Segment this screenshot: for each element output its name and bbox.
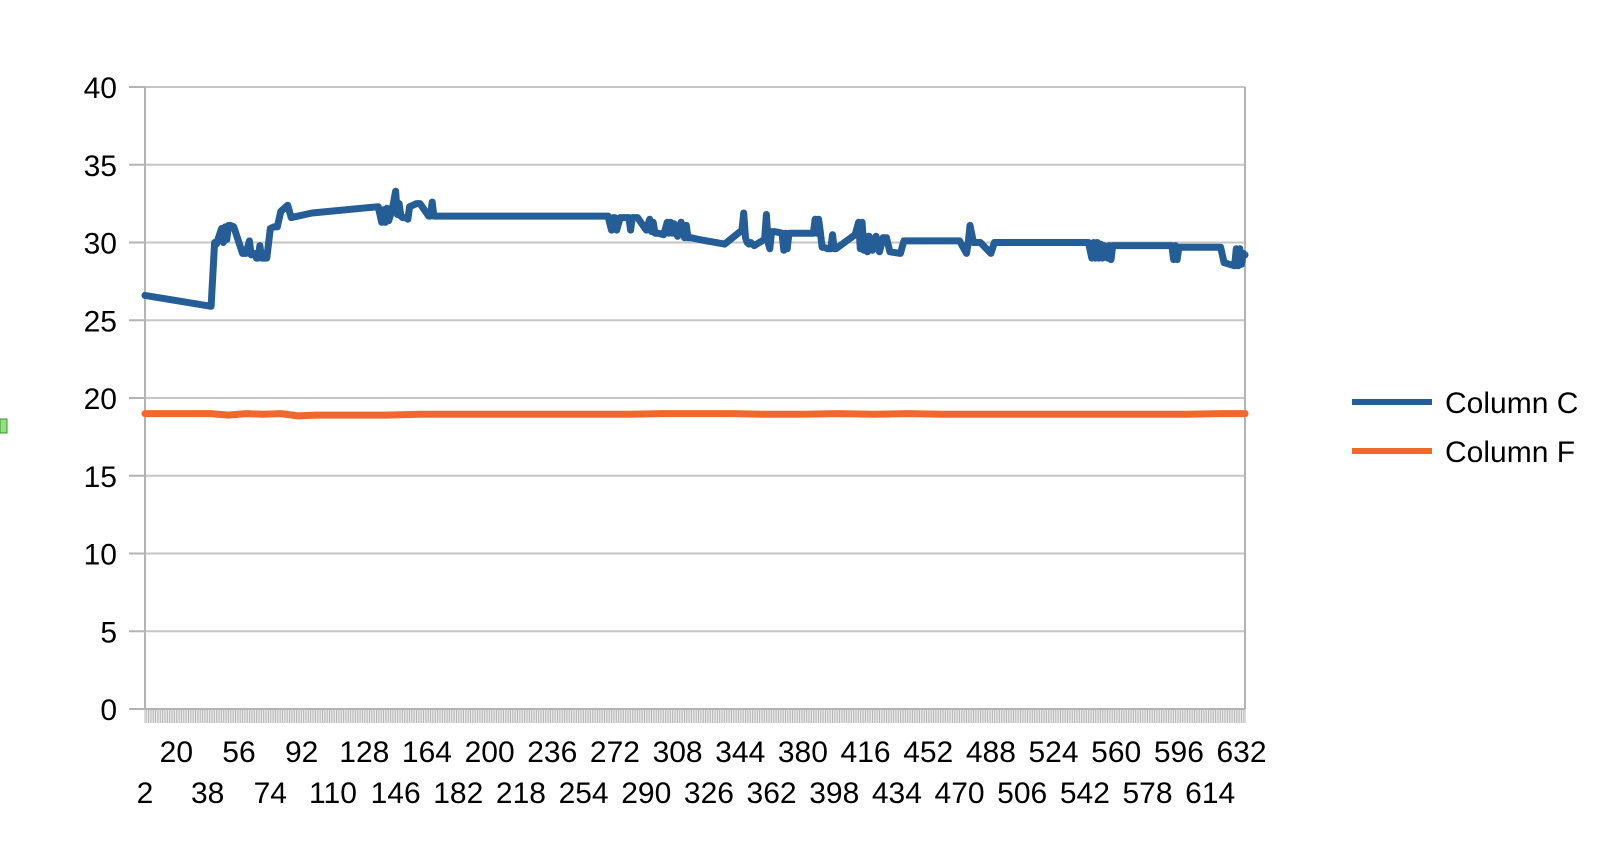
column-f-line — [141, 410, 1249, 420]
x-tick-label: 254 — [559, 777, 609, 810]
y-tick-label: 35 — [84, 150, 117, 183]
legend-label-column-c: Column C — [1445, 387, 1578, 420]
y-tick-label: 5 — [100, 616, 117, 649]
x-tick-label: 380 — [778, 736, 828, 769]
x-tick-label: 560 — [1091, 736, 1141, 769]
x-tick-label: 362 — [747, 777, 797, 810]
x-tick-label: 488 — [966, 736, 1016, 769]
x-tick-label: 236 — [527, 736, 577, 769]
selection-handle[interactable] — [0, 418, 8, 434]
x-tick-label: 74 — [254, 777, 287, 810]
x-tick-label: 470 — [935, 777, 985, 810]
y-tick-label: 0 — [100, 694, 117, 727]
x-tick-label: 308 — [653, 736, 703, 769]
y-tick-label: 30 — [84, 228, 117, 261]
y-tick-label: 10 — [84, 539, 117, 572]
x-tick-label: 56 — [222, 736, 255, 769]
x-axis-tick-labels: 20 56 92 128 164 200 236 272 308 344 380 416 452 488 5… — [137, 736, 1267, 810]
x-tick-label: 614 — [1185, 777, 1235, 810]
grid-lines — [145, 86, 1245, 633]
x-tick-label: 128 — [339, 736, 389, 769]
x-tick-label: 218 — [496, 777, 546, 810]
x-tick-label: 290 — [621, 777, 671, 810]
x-tick-label: 182 — [433, 777, 483, 810]
x-tick-label: 632 — [1216, 736, 1266, 769]
x-tick-label: 524 — [1029, 736, 1079, 769]
x-tick-label: 200 — [465, 736, 515, 769]
axes — [129, 86, 1246, 723]
x-tick-label: 2 — [137, 777, 154, 810]
y-tick-label: 15 — [84, 461, 117, 494]
y-tick-label: 25 — [84, 305, 117, 338]
x-tick-label: 416 — [841, 736, 891, 769]
y-tick-label: 20 — [84, 383, 117, 416]
x-tick-label: 38 — [191, 777, 224, 810]
y-tick-label: 40 — [84, 72, 117, 105]
x-tick-label: 506 — [997, 777, 1047, 810]
x-tick-label: 164 — [402, 736, 452, 769]
x-tick-label: 146 — [371, 777, 421, 810]
x-tick-label: 326 — [684, 777, 734, 810]
series-lines — [141, 187, 1249, 420]
column-c-line — [141, 187, 1249, 310]
x-tick-label: 344 — [715, 736, 765, 769]
x-tick-label: 596 — [1154, 736, 1204, 769]
legend: Column C Column F — [1352, 387, 1578, 469]
legend-label-column-f: Column F — [1445, 436, 1575, 469]
x-tick-label: 542 — [1060, 777, 1110, 810]
x-tick-label: 92 — [285, 736, 318, 769]
x-tick-label: 272 — [590, 736, 640, 769]
x-tick-label: 434 — [872, 777, 922, 810]
x-tick-label: 20 — [160, 736, 193, 769]
x-tick-label: 398 — [809, 777, 859, 810]
x-tick-label: 452 — [903, 736, 953, 769]
x-tick-label: 578 — [1123, 777, 1173, 810]
y-axis-tick-labels: 0 5 10 15 20 25 30 35 40 — [84, 72, 117, 727]
x-tick-label: 110 — [309, 777, 357, 810]
